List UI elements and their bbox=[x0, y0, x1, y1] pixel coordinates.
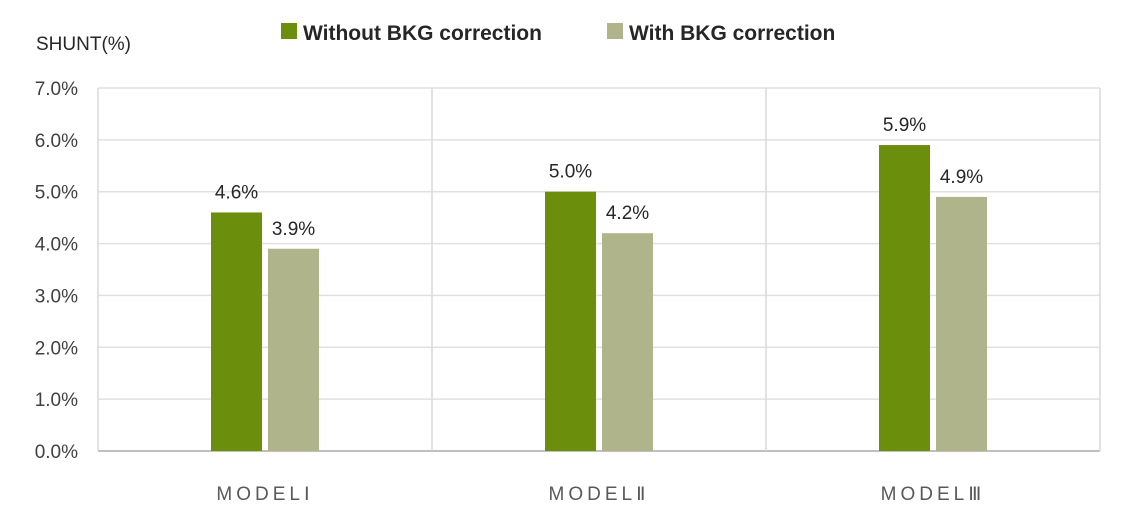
x-category-label: MODELⅡ bbox=[549, 484, 650, 505]
legend-label-without-bkg: Without BKG correction bbox=[303, 22, 542, 45]
y-tick-label: 3.0% bbox=[35, 286, 78, 307]
bar-without-bkg bbox=[879, 145, 930, 452]
legend-swatch-with-bkg bbox=[607, 23, 623, 39]
x-axis-categories: MODELⅠ MODELⅡ MODELⅢ bbox=[216, 484, 986, 505]
bar-without-bkg bbox=[211, 212, 262, 451]
bar-with-bkg bbox=[936, 196, 987, 451]
gridlines bbox=[97, 87, 1101, 452]
legend-label-with-bkg: With BKG correction bbox=[629, 22, 835, 45]
x-category-label: MODELⅠ bbox=[216, 484, 313, 505]
y-tick-label: 0.0% bbox=[35, 442, 78, 463]
legend: Without BKG correction With BKG correcti… bbox=[281, 22, 835, 45]
y-tick-label: 1.0% bbox=[35, 390, 78, 411]
data-label: 5.0% bbox=[549, 162, 592, 183]
data-label: 5.9% bbox=[883, 115, 926, 136]
y-tick-label: 7.0% bbox=[35, 79, 78, 100]
y-tick-label: 4.0% bbox=[35, 235, 78, 256]
data-labels: 4.6% 3.9% 5.0% 4.2% 5.9% 4.9% bbox=[215, 115, 983, 240]
y-tick-label: 6.0% bbox=[35, 131, 78, 152]
bar-with-bkg bbox=[268, 248, 319, 451]
bars bbox=[211, 145, 987, 452]
data-label: 4.2% bbox=[606, 203, 649, 224]
y-tick-label: 2.0% bbox=[35, 338, 78, 359]
y-axis-label: SHUNT(%) bbox=[36, 34, 131, 55]
data-label: 4.6% bbox=[215, 182, 258, 203]
x-category-label: MODELⅢ bbox=[881, 484, 986, 505]
legend-swatch-without-bkg bbox=[281, 23, 297, 39]
bar-with-bkg bbox=[602, 233, 653, 451]
data-label: 3.9% bbox=[272, 219, 315, 240]
bar-without-bkg bbox=[545, 191, 596, 451]
y-axis-ticks: 0.0% 1.0% 2.0% 3.0% 4.0% 5.0% 6.0% 7.0% bbox=[35, 79, 78, 463]
y-tick-label: 5.0% bbox=[35, 183, 78, 204]
data-label: 4.9% bbox=[940, 167, 983, 188]
